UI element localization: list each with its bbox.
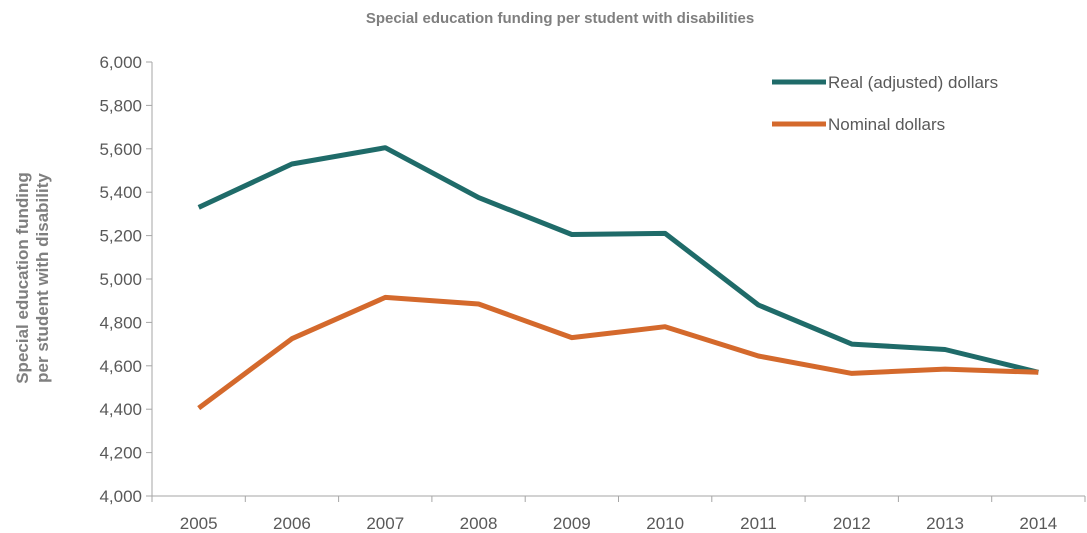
x-tick-label: 2011 [740, 514, 777, 533]
y-tick-label: 5,800 [99, 96, 142, 115]
y-tick-label: 5,400 [99, 183, 142, 202]
series-line-2 [197, 294, 1039, 411]
series-line-1 [197, 145, 1039, 375]
y-tick-label: 5,000 [99, 270, 142, 289]
x-tick-label: 2006 [273, 514, 311, 533]
y-axis-label-line-2: per student with disability [33, 173, 52, 383]
x-tick-label: 2008 [460, 514, 498, 533]
chart-title: Special education funding per student wi… [366, 10, 754, 27]
y-tick-label: 4,200 [99, 444, 142, 463]
x-tick-label: 2005 [180, 514, 218, 533]
y-tick-label: 5,600 [99, 140, 142, 159]
x-ticks: 2005 2006 2007 2008 2009 2010 2011 2012 2013 2014 [151, 496, 1086, 533]
x-tick-label: 2007 [366, 514, 404, 533]
legend-label-2: Nominal dollars [828, 115, 945, 134]
y-tick-label: 4,800 [99, 313, 142, 332]
y-tick-label: 4,000 [99, 487, 142, 506]
y-tick-label: 4,600 [99, 357, 142, 376]
x-tick-label: 2012 [833, 514, 871, 533]
y-ticks: 4,000 4,200 4,400 4,600 4,800 5,000 5,200 5,400… [99, 53, 152, 506]
x-tick-label: 2013 [926, 514, 964, 533]
y-axis-label: Special education funding per student wi… [13, 172, 52, 384]
series-lines [197, 145, 1039, 411]
y-tick-label: 5,200 [99, 227, 142, 246]
x-tick-label: 2014 [1019, 514, 1057, 533]
x-tick-label: 2009 [553, 514, 591, 533]
y-tick-label: 6,000 [99, 53, 142, 72]
legend: Real (adjusted) dollars Nominal dollars [772, 73, 998, 134]
y-tick-label: 4,400 [99, 400, 142, 419]
y-axis-label-line-1: Special education funding [13, 172, 32, 384]
legend-label-1: Real (adjusted) dollars [828, 73, 998, 92]
x-tick-label: 2010 [646, 514, 684, 533]
